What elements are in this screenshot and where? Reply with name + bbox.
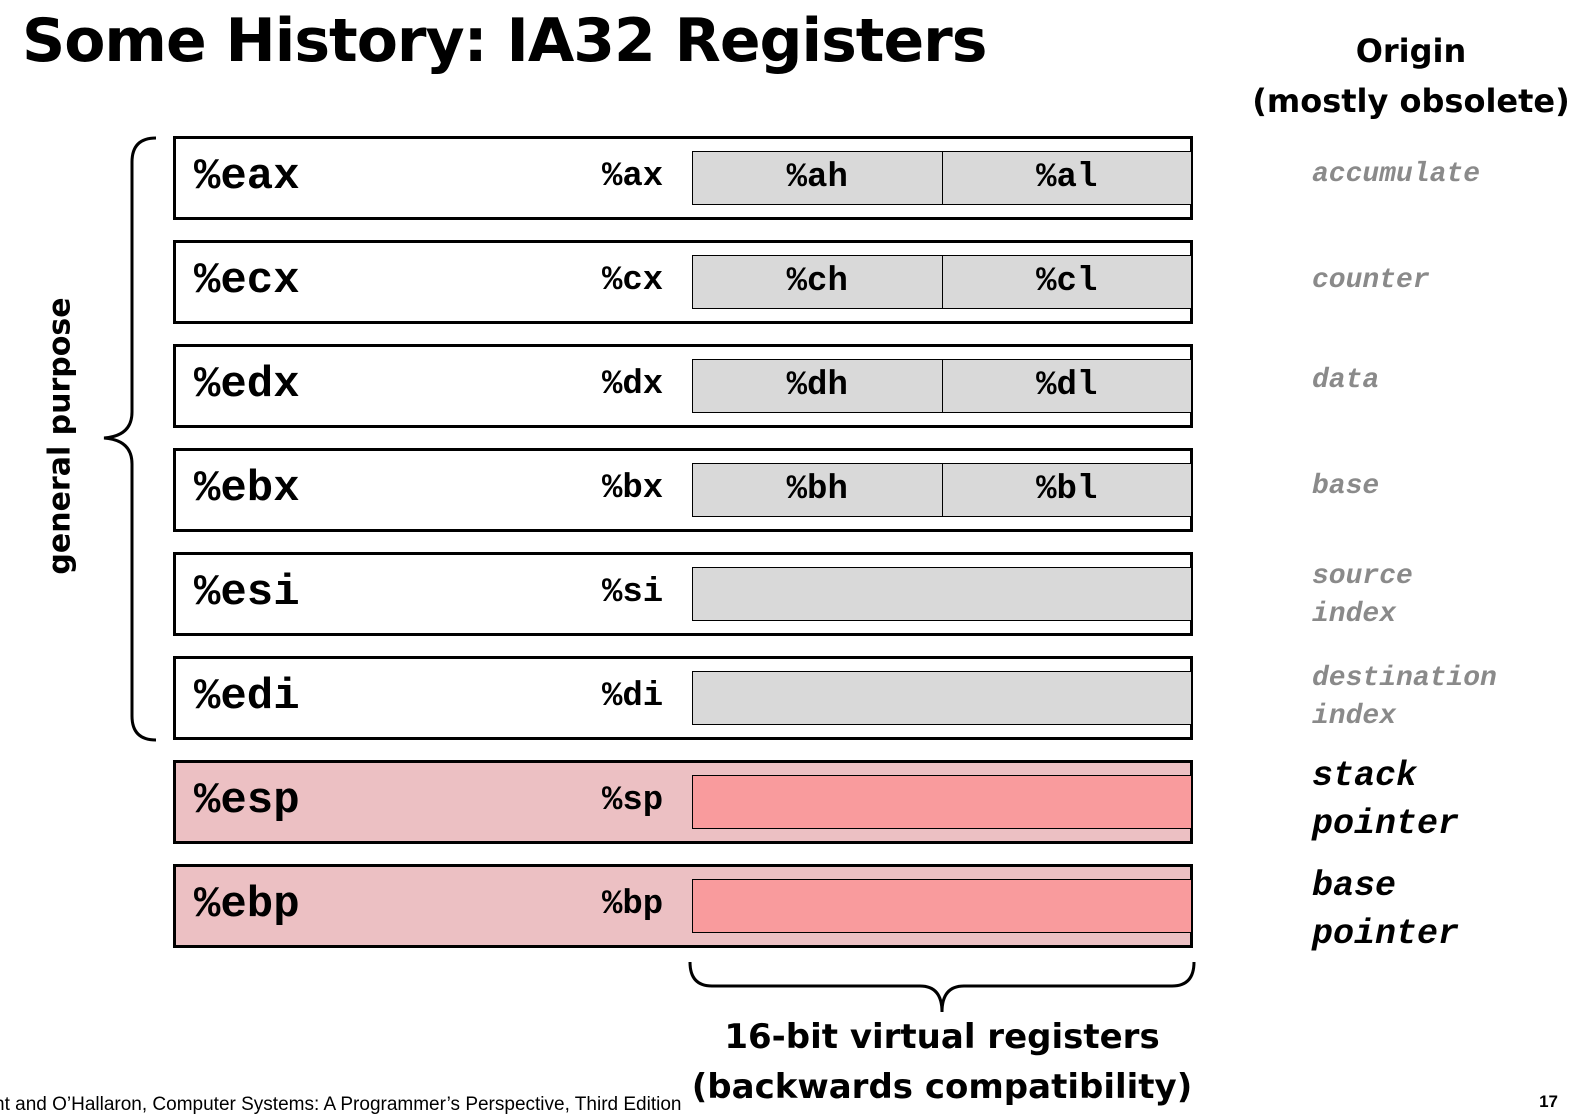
register-16bit-name: %sp bbox=[602, 782, 664, 821]
origin-line: data bbox=[1312, 365, 1380, 396]
origin-line: pointer bbox=[1312, 804, 1460, 844]
origin-line: base bbox=[1312, 471, 1380, 502]
register-16bit-name: %di bbox=[602, 678, 664, 717]
page-number: 17 bbox=[1539, 1092, 1558, 1111]
register-origin-edx: data bbox=[1312, 362, 1379, 400]
register-origin-ecx: counter bbox=[1312, 262, 1430, 300]
origin-header-line-2: (mostly obsolete) bbox=[1252, 82, 1570, 120]
origin-line: index bbox=[1312, 701, 1397, 732]
register-16bit-name: %bx bbox=[602, 470, 664, 509]
register-32bit-name: %ebx bbox=[194, 464, 300, 514]
register-high-byte: %dh bbox=[786, 367, 848, 405]
register-16bit-name: %bp bbox=[602, 886, 664, 925]
origin-line: counter bbox=[1312, 265, 1430, 296]
register-esp: %esp %sp bbox=[173, 760, 1193, 844]
register-16bit-box bbox=[692, 879, 1192, 933]
register-16bit-name: %dx bbox=[602, 366, 664, 405]
register-ecx: %ecx %cx %ch %cl bbox=[173, 240, 1193, 324]
register-32bit-name: %edi bbox=[194, 672, 300, 722]
footer-citation: nt and O’Hallaron, Computer Systems: A P… bbox=[0, 1094, 682, 1115]
register-low-byte: %bl bbox=[941, 464, 1192, 516]
register-high-byte: %ch bbox=[786, 263, 848, 301]
origin-header: Origin (mostly obsolete) bbox=[1250, 26, 1572, 126]
register-32bit-name: %eax bbox=[194, 152, 300, 202]
register-16bit-name: %ax bbox=[602, 158, 664, 197]
origin-line: accumulate bbox=[1312, 159, 1481, 190]
register-origin-esp: stack pointer bbox=[1312, 752, 1459, 848]
register-origin-ebp: base pointer bbox=[1312, 862, 1459, 958]
register-low-byte: %dl bbox=[941, 360, 1192, 412]
virtual-registers-line-1: 16-bit virtual registers bbox=[724, 1017, 1160, 1057]
register-32bit-name: %ecx bbox=[194, 256, 300, 306]
virtual-registers-label: 16-bit virtual registers (backwards comp… bbox=[692, 1012, 1193, 1112]
register-origin-eax: accumulate bbox=[1312, 156, 1480, 194]
register-32bit-name: %ebp bbox=[194, 880, 300, 930]
origin-header-line-1: Origin bbox=[1355, 32, 1467, 70]
origin-line: base bbox=[1312, 866, 1397, 906]
register-16bit-box: %ch %cl bbox=[692, 255, 1192, 309]
register-ebp: %ebp %bp bbox=[173, 864, 1193, 948]
virtual-registers-line-2: (backwards compatibility) bbox=[691, 1067, 1193, 1107]
register-32bit-name: %esi bbox=[194, 568, 300, 618]
register-16bit-box bbox=[692, 567, 1192, 621]
register-16bit-name: %si bbox=[602, 574, 664, 613]
register-origin-ebx: base bbox=[1312, 468, 1379, 506]
register-16bit-box: %dh %dl bbox=[692, 359, 1192, 413]
register-16bit-box bbox=[692, 671, 1192, 725]
origin-line: destination bbox=[1312, 663, 1497, 694]
register-edx: %edx %dx %dh %dl bbox=[173, 344, 1193, 428]
origin-line: stack bbox=[1312, 756, 1418, 796]
origin-line: pointer bbox=[1312, 914, 1460, 954]
general-purpose-brace bbox=[103, 136, 157, 742]
slide-title: Some History: IA32 Registers bbox=[22, 6, 987, 76]
register-16bit-name: %cx bbox=[602, 262, 664, 301]
register-eax: %eax %ax %ah %al bbox=[173, 136, 1193, 220]
register-16bit-box: %ah %al bbox=[692, 151, 1192, 205]
register-16bit-box: %bh %bl bbox=[692, 463, 1192, 517]
origin-line: source bbox=[1312, 561, 1413, 592]
register-16bit-box bbox=[692, 775, 1192, 829]
register-32bit-name: %edx bbox=[194, 360, 300, 410]
register-high-byte: %ah bbox=[786, 159, 848, 197]
origin-line: index bbox=[1312, 599, 1397, 630]
virtual-registers-brace bbox=[688, 961, 1196, 1013]
register-origin-edi: destination index bbox=[1312, 660, 1497, 736]
register-high-byte: %bh bbox=[786, 471, 848, 509]
register-low-byte: %cl bbox=[941, 256, 1192, 308]
register-esi: %esi %si bbox=[173, 552, 1193, 636]
register-ebx: %ebx %bx %bh %bl bbox=[173, 448, 1193, 532]
register-origin-esi: source index bbox=[1312, 558, 1413, 634]
register-edi: %edi %di bbox=[173, 656, 1193, 740]
register-low-byte: %al bbox=[941, 152, 1192, 204]
register-32bit-name: %esp bbox=[194, 776, 300, 826]
